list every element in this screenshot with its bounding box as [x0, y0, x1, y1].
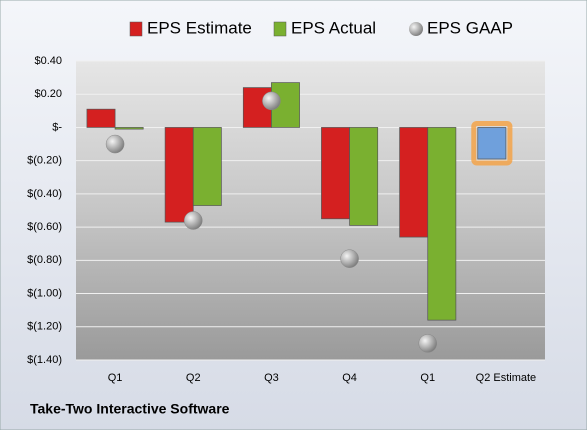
- y-tick-label: $0.20: [34, 88, 62, 100]
- bar: [192, 127, 222, 206]
- y-tick-label: $(0.40): [27, 188, 62, 200]
- bar: [86, 108, 116, 128]
- legend-label: EPS Actual: [291, 18, 376, 37]
- y-tick-label: $(1.00): [27, 287, 62, 299]
- y-tick-label: $0.40: [34, 55, 62, 67]
- bar-glow: [471, 120, 513, 166]
- gaap-marker: [184, 211, 203, 230]
- y-tick-label: $(1.20): [27, 321, 62, 333]
- x-tick-label: Q1: [108, 372, 123, 384]
- gaap-marker: [418, 334, 437, 353]
- x-tick-label: Q1: [420, 372, 435, 384]
- bar: [321, 127, 350, 220]
- gaap-marker: [340, 249, 359, 268]
- bar: [399, 127, 429, 238]
- plot-area: [76, 61, 545, 360]
- footer: Take-Two Interactive Software: [30, 401, 230, 417]
- bar: [349, 127, 379, 226]
- legend-item: EPS GAAP: [409, 18, 513, 37]
- legend-swatch: [129, 21, 143, 37]
- x-tick-label: Q3: [264, 372, 279, 384]
- bar: [427, 127, 457, 321]
- y-tick-label: $-: [52, 121, 62, 133]
- y-tick-label: $(1.40): [27, 354, 62, 366]
- legend-swatch: [273, 21, 287, 37]
- x-tick-label: Q2 Estimate: [476, 372, 537, 384]
- x-tick-label: Q2: [186, 372, 201, 384]
- y-tick-label: $(0.60): [27, 221, 62, 233]
- y-tick-label: $(0.20): [27, 155, 62, 167]
- legend-label: EPS GAAP: [427, 18, 513, 37]
- gaap-marker: [105, 134, 125, 154]
- bar: [114, 127, 144, 130]
- y-tick-label: $(0.80): [27, 254, 62, 266]
- legend-label: EPS Estimate: [147, 18, 252, 37]
- x-tick-label: Q4: [342, 372, 357, 384]
- legend-swatch: [409, 22, 423, 36]
- gaap-marker: [262, 91, 281, 111]
- legend-item: EPS Actual: [273, 18, 376, 37]
- legend-item: EPS Estimate: [129, 18, 252, 37]
- bar: [477, 127, 507, 160]
- bar: [164, 127, 194, 223]
